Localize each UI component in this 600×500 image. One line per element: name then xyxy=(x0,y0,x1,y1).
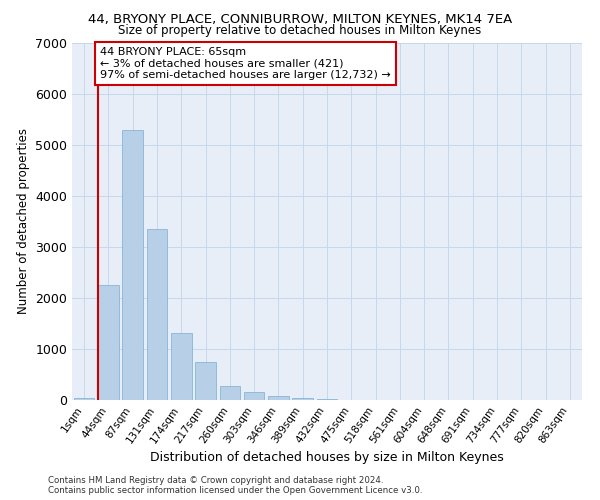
Bar xyxy=(98,285,119,400)
Bar xyxy=(74,398,94,400)
Bar xyxy=(122,130,143,400)
Bar xyxy=(268,396,289,400)
Bar xyxy=(171,332,191,400)
Text: Size of property relative to detached houses in Milton Keynes: Size of property relative to detached ho… xyxy=(118,24,482,37)
Bar xyxy=(146,229,167,400)
Bar xyxy=(244,392,265,400)
Bar xyxy=(220,386,240,400)
Y-axis label: Number of detached properties: Number of detached properties xyxy=(17,128,29,314)
Text: 44 BRYONY PLACE: 65sqm
← 3% of detached houses are smaller (421)
97% of semi-det: 44 BRYONY PLACE: 65sqm ← 3% of detached … xyxy=(100,46,391,80)
Bar xyxy=(195,362,216,400)
Text: 44, BRYONY PLACE, CONNIBURROW, MILTON KEYNES, MK14 7EA: 44, BRYONY PLACE, CONNIBURROW, MILTON KE… xyxy=(88,12,512,26)
X-axis label: Distribution of detached houses by size in Milton Keynes: Distribution of detached houses by size … xyxy=(150,450,504,464)
Bar xyxy=(317,399,337,400)
Text: Contains HM Land Registry data © Crown copyright and database right 2024.
Contai: Contains HM Land Registry data © Crown c… xyxy=(48,476,422,495)
Bar xyxy=(292,398,313,400)
